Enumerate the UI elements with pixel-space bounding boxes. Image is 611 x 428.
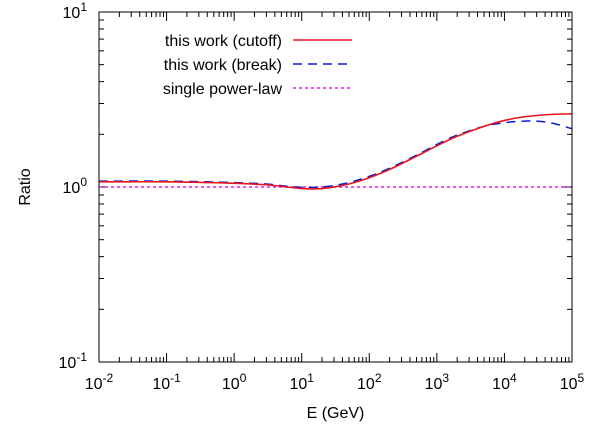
x-tick-label: 100 xyxy=(222,371,247,393)
legend-label: single power-law xyxy=(163,81,283,98)
axis-ticks xyxy=(98,11,573,363)
x-tick-label: 102 xyxy=(357,371,382,393)
x-tick-label: 10-1 xyxy=(152,371,181,393)
x-tick-label: 104 xyxy=(492,371,517,393)
y-tick-label: 101 xyxy=(63,0,88,22)
series-lines xyxy=(99,112,572,190)
x-axis-label: E (GeV) xyxy=(307,405,365,422)
series-line-dashed xyxy=(99,120,572,189)
x-tick-label: 103 xyxy=(425,371,450,393)
legend-label: this work (break) xyxy=(164,57,282,74)
legend: this work (cutoff) this work (break) singl… xyxy=(163,33,352,98)
x-tick-label: 105 xyxy=(560,371,585,393)
y-tick-label: 10-1 xyxy=(59,350,88,372)
x-tick-label: 10-2 xyxy=(85,371,114,393)
legend-label: this work (cutoff) xyxy=(165,33,282,50)
plot-frame xyxy=(98,11,573,363)
x-tick-label: 101 xyxy=(289,371,314,393)
series-line-solid xyxy=(99,112,572,190)
y-axis-label: Ratio xyxy=(17,168,34,205)
y-tick-label: 100 xyxy=(63,175,88,197)
